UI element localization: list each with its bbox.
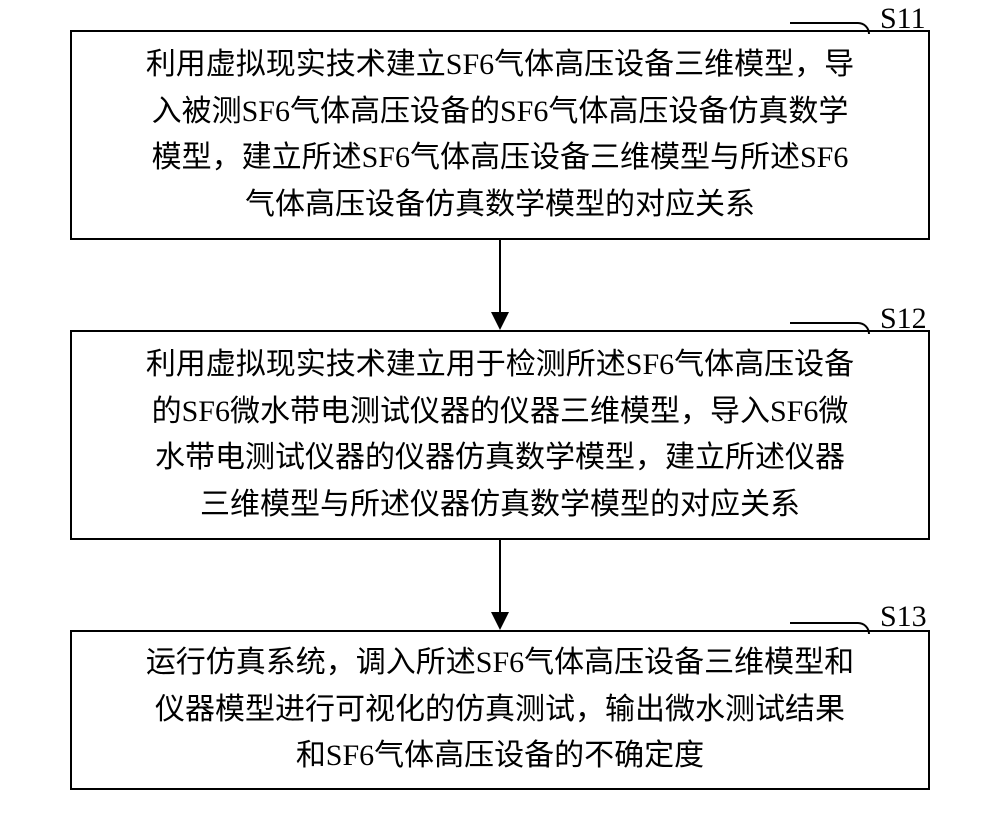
arrow-2-head — [491, 612, 509, 630]
arrow-2-shaft — [499, 540, 501, 612]
callout-s12 — [790, 322, 870, 334]
callout-s11 — [790, 22, 870, 34]
step-label-s13: S13 — [880, 600, 927, 634]
step-label-s12: S12 — [880, 302, 927, 336]
step-label-s11: S11 — [880, 2, 926, 36]
callout-s13 — [790, 622, 870, 634]
step-text-s12: 利用虚拟现实技术建立用于检测所述SF6气体高压设备 的SF6微水带电测试仪器的仪… — [146, 342, 854, 528]
arrow-1-shaft — [499, 240, 501, 312]
step-text-s11: 利用虚拟现实技术建立SF6气体高压设备三维模型，导 入被测SF6气体高压设备的S… — [146, 42, 854, 228]
step-box-s12: 利用虚拟现实技术建立用于检测所述SF6气体高压设备 的SF6微水带电测试仪器的仪… — [70, 330, 930, 540]
step-text-s13: 运行仿真系统，调入所述SF6气体高压设备三维模型和 仪器模型进行可视化的仿真测试… — [146, 640, 854, 780]
step-box-s11: 利用虚拟现实技术建立SF6气体高压设备三维模型，导 入被测SF6气体高压设备的S… — [70, 30, 930, 240]
step-box-s13: 运行仿真系统，调入所述SF6气体高压设备三维模型和 仪器模型进行可视化的仿真测试… — [70, 630, 930, 790]
arrow-1-head — [491, 312, 509, 330]
